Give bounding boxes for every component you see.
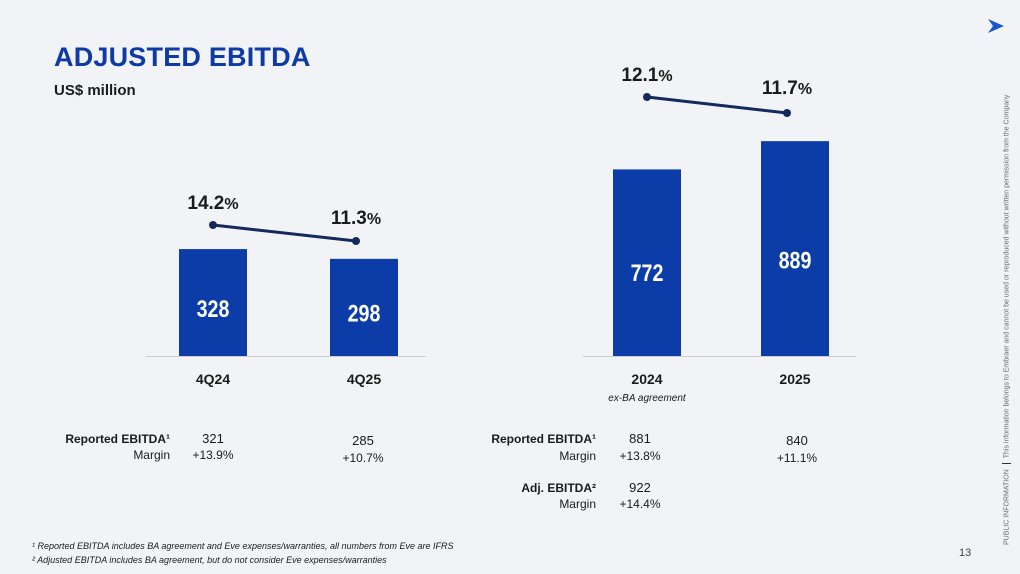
page-subtitle: US$ million (54, 82, 136, 99)
public-information-label: PUBLIC INFORMATION (1003, 469, 1011, 545)
category-label: 4Q25 (347, 371, 381, 387)
margin-label: 14.2% (187, 193, 238, 214)
confidentiality-note: PUBLIC INFORMATION This information belon… (1002, 94, 1011, 545)
reported-ebitda-4q25: 285 (352, 433, 374, 448)
bar-4Q25 (330, 258, 398, 356)
confidentiality-text: This information belongs to Embraer and … (1003, 94, 1011, 459)
adj-margin-label: Margin (559, 497, 596, 511)
footnote-2: ² Adjusted EBITDA includes BA agreement,… (32, 555, 387, 565)
bar-2024 (613, 169, 681, 356)
reported-ebitda-label-right: Reported EBITDA¹ (491, 432, 596, 446)
margin-point (783, 109, 791, 117)
margin-label: 11.3% (331, 208, 381, 229)
margin-point (209, 221, 217, 229)
category-label: 2025 (779, 371, 810, 387)
margin-4q24: +13.9% (192, 448, 234, 462)
arrow-logo-icon (988, 19, 1004, 33)
bar-value-label: 328 (197, 295, 230, 322)
margin-label-left: Margin (133, 448, 170, 462)
reported-ebitda-2025: 840 (786, 433, 808, 448)
margin-label-right: Margin (559, 449, 596, 463)
margin-label: 12.1% (621, 65, 672, 86)
margin-point (643, 93, 651, 101)
category-label: 2024 (631, 371, 662, 387)
adj-ebitda-label: Adj. EBITDA² (521, 481, 596, 495)
adj-ebitda-2024: 922 (629, 480, 651, 495)
bar-2025 (761, 141, 829, 356)
margin-line (212, 223, 357, 243)
margin-label: 11.7% (762, 78, 812, 99)
reported-ebitda-label-left: Reported EBITDA¹ (65, 432, 170, 446)
bar-value-label: 298 (348, 299, 381, 326)
adj-margin-2024: +14.4% (619, 497, 661, 511)
margin-line (646, 95, 788, 115)
margin-4q25: +10.7% (342, 451, 384, 465)
category-note: ex-BA agreement (608, 393, 687, 404)
margin-2025: +11.1% (776, 451, 818, 465)
bar-value-label: 772 (631, 259, 664, 286)
category-label: 4Q24 (196, 371, 230, 387)
reported-ebitda-4q24: 321 (202, 431, 224, 446)
page-title: ADJUSTED EBITDA (54, 42, 311, 72)
footnote-1: ¹ Reported EBITDA includes BA agreement … (32, 541, 454, 551)
margin-point (352, 237, 360, 245)
reported-ebitda-2024: 881 (629, 431, 651, 446)
page-number: 13 (959, 547, 972, 559)
margin-2024: +13.8% (619, 449, 661, 463)
bar-value-label: 889 (779, 246, 812, 273)
bar-4Q24 (179, 249, 247, 356)
